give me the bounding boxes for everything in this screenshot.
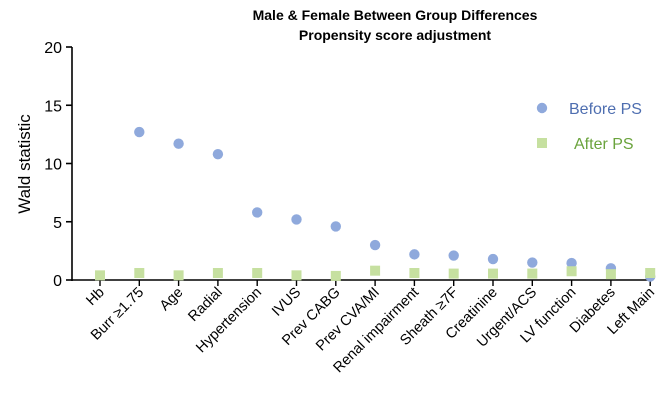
y-tick-label: 5 — [53, 215, 62, 232]
data-point — [134, 126, 145, 138]
data-point — [212, 148, 224, 160]
series-after-ps — [95, 265, 656, 281]
y-axis-label: Wald statistic — [15, 114, 34, 214]
data-point — [566, 266, 577, 277]
data-point — [448, 250, 459, 261]
data-point — [370, 265, 381, 276]
data-point — [369, 239, 381, 251]
data-point — [605, 269, 616, 280]
legend-label: Before PS — [569, 101, 642, 118]
y-tick-label: 0 — [53, 273, 62, 290]
data-point — [173, 138, 184, 149]
data-point — [330, 221, 341, 232]
data-points — [95, 126, 656, 282]
y-ticks: 0 5 10 15 20 — [44, 40, 72, 290]
legend-marker — [537, 138, 547, 148]
data-point — [212, 268, 223, 279]
data-point — [252, 268, 263, 279]
data-point — [448, 268, 459, 279]
data-point — [488, 268, 498, 279]
y-tick-label: 20 — [44, 40, 62, 57]
data-point — [330, 270, 341, 281]
data-point — [173, 270, 184, 281]
legend-label: After PS — [574, 136, 634, 153]
y-tick-label: 15 — [44, 98, 62, 115]
data-point — [291, 270, 302, 281]
data-point — [252, 207, 263, 218]
data-point — [409, 268, 420, 279]
x-category-label: Age — [157, 285, 187, 315]
chart-title: Male & Female Between Group Differences — [253, 7, 538, 23]
data-point — [291, 214, 302, 225]
y-tick-label: 10 — [44, 157, 62, 174]
axes — [71, 47, 648, 281]
x-category-label: IVUS — [269, 285, 304, 320]
data-point — [527, 268, 538, 279]
legend: Before PS After PS — [536, 101, 642, 153]
chart-subtitle: Propensity score adjustment — [299, 27, 492, 43]
data-point — [645, 268, 656, 279]
data-point — [487, 253, 499, 265]
data-point — [566, 257, 577, 269]
data-point — [409, 249, 420, 260]
data-point — [527, 257, 538, 268]
data-point — [134, 268, 145, 279]
legend-marker — [536, 102, 548, 114]
data-point — [95, 270, 105, 281]
series-before-ps — [134, 126, 656, 282]
x-category-label: Hb — [83, 285, 107, 309]
